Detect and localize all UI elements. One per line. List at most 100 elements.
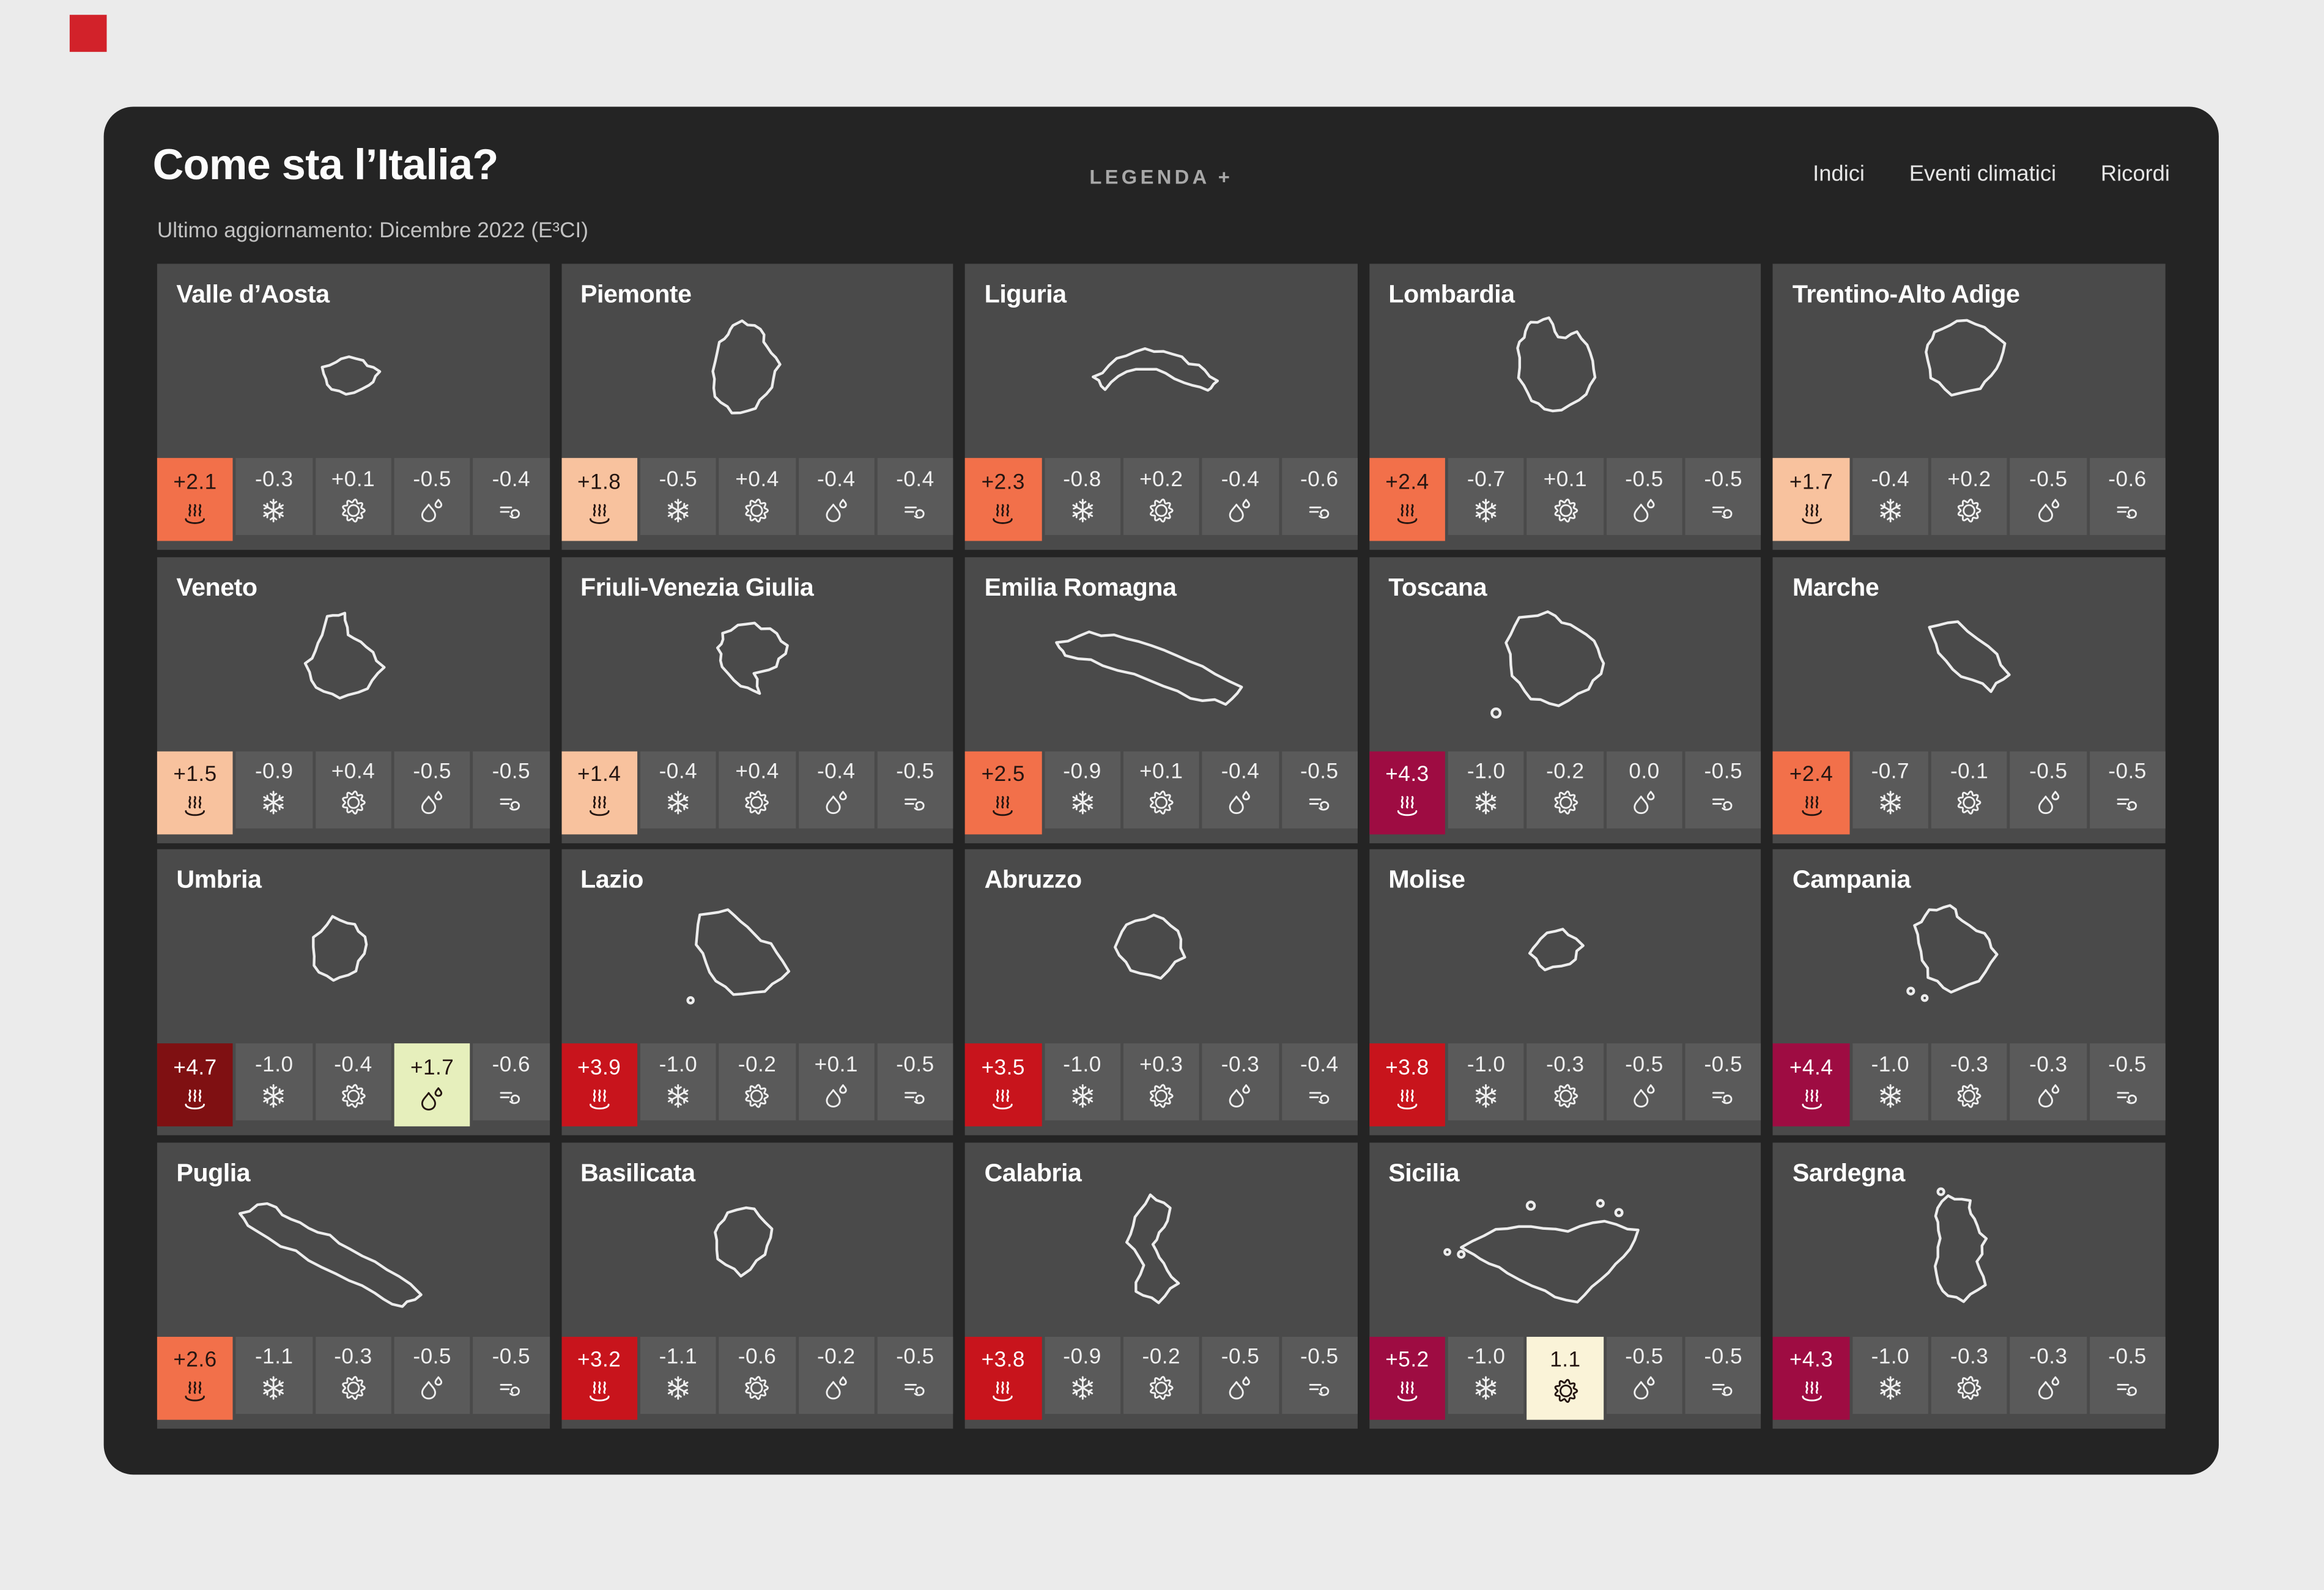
metric-cell-precipitation[interactable]: 0.0 [1606,750,1682,828]
metric-cell-drought[interactable]: +0.2 [1123,457,1200,535]
metric-cell-frost[interactable]: -0.7 [1448,457,1525,535]
metric-cell-precipitation[interactable]: -0.4 [798,750,875,828]
metric-cell-frost[interactable]: -0.7 [1852,750,1929,828]
region-card[interactable]: Puglia +2.6 -1.1 -0.3 -0.5 -0.5 [157,1142,550,1429]
region-card[interactable]: Piemonte +1.8 -0.5 +0.4 -0.4 -0.4 [561,264,953,550]
metric-cell-drought[interactable]: +0.1 [315,457,391,535]
metric-cell-frost[interactable]: -1.1 [640,1336,717,1413]
metric-cell-wind[interactable]: -0.5 [1281,750,1358,828]
metric-cell-precipitation[interactable]: -0.4 [1202,750,1279,828]
metric-cell-frost[interactable]: -0.4 [640,750,717,828]
metric-cell-wind[interactable]: -0.5 [1281,1336,1358,1413]
metric-cell-precipitation[interactable]: -0.3 [1202,1043,1279,1121]
metric-cell-drought[interactable]: -0.2 [1527,750,1604,828]
metric-cell-heat[interactable]: +3.9 [561,1043,637,1126]
metric-cell-frost[interactable]: -0.9 [236,750,313,828]
region-card[interactable]: Emilia Romagna +2.5 -0.9 +0.1 -0.4 -0.5 [965,556,1358,843]
metric-cell-drought[interactable]: -0.4 [315,1043,391,1121]
metric-cell-precipitation[interactable]: -0.3 [2010,1336,2087,1413]
metric-cell-heat[interactable]: +4.3 [1773,1336,1849,1419]
metric-cell-frost[interactable]: -0.8 [1044,457,1120,535]
metric-cell-precipitation[interactable]: -0.5 [1606,1043,1682,1121]
metric-cell-wind[interactable]: -0.5 [1685,1043,1761,1121]
metric-cell-drought[interactable]: +0.4 [719,750,796,828]
metric-cell-wind[interactable]: -0.4 [473,457,550,535]
region-card[interactable]: Lazio +3.9 -1.0 -0.2 +0.1 -0.5 [561,849,953,1136]
metric-cell-drought[interactable]: +0.1 [1527,457,1604,535]
metric-cell-heat[interactable]: +1.4 [561,750,637,834]
metric-cell-frost[interactable]: -1.0 [1448,1043,1525,1121]
metric-cell-precipitation[interactable]: -0.3 [2010,1043,2087,1121]
metric-cell-wind[interactable]: -0.5 [1685,1336,1761,1413]
nav-item-eventi-climatici[interactable]: Eventi climatici [1909,161,2057,187]
metric-cell-drought[interactable]: -0.1 [1931,750,2008,828]
metric-cell-heat[interactable]: +1.5 [157,750,234,834]
metric-cell-frost[interactable]: -1.0 [1448,1336,1525,1413]
metric-cell-wind[interactable]: -0.4 [877,457,953,535]
metric-cell-wind[interactable]: -0.6 [1281,457,1358,535]
metric-cell-frost[interactable]: -1.0 [236,1043,313,1121]
metric-cell-heat[interactable]: +5.2 [1369,1336,1446,1419]
metric-cell-heat[interactable]: +2.1 [157,457,234,541]
metric-cell-drought[interactable]: -0.3 [1931,1043,2008,1121]
metric-cell-heat[interactable]: +3.8 [1369,1043,1446,1126]
metric-cell-drought[interactable]: +0.4 [719,457,796,535]
metric-cell-drought[interactable]: +0.3 [1123,1043,1200,1121]
region-card[interactable]: Sicilia +5.2 -1.0 1.1 -0.5 -0.5 [1369,1142,1762,1429]
metric-cell-drought[interactable]: -0.2 [1123,1336,1200,1413]
metric-cell-frost[interactable]: -0.4 [1852,457,1929,535]
metric-cell-frost[interactable]: -1.0 [640,1043,717,1121]
metric-cell-frost[interactable]: -1.0 [1448,750,1525,828]
metric-cell-precipitation[interactable]: -0.2 [798,1336,875,1413]
metric-cell-drought[interactable]: -0.3 [315,1336,391,1413]
metric-cell-precipitation[interactable]: +1.7 [394,1043,470,1126]
metric-cell-frost[interactable]: -0.9 [1044,1336,1120,1413]
region-card[interactable]: Umbria +4.7 -1.0 -0.4 +1.7 -0.6 [157,849,550,1136]
metric-cell-precipitation[interactable]: -0.5 [1606,1336,1682,1413]
region-card[interactable]: Trentino-Alto Adige +1.7 -0.4 +0.2 -0.5 -0… [1773,264,2166,550]
nav-item-ricordi[interactable]: Ricordi [2100,161,2170,187]
metric-cell-drought[interactable]: +0.1 [1123,750,1200,828]
metric-cell-wind[interactable]: -0.5 [473,750,550,828]
metric-cell-heat[interactable]: +2.6 [157,1336,234,1419]
region-card[interactable]: Basilicata +3.2 -1.1 -0.6 -0.2 -0.5 [561,1142,953,1429]
metric-cell-drought[interactable]: -0.3 [1931,1336,2008,1413]
region-card[interactable]: Lombardia +2.4 -0.7 +0.1 -0.5 -0.5 [1369,264,1762,550]
metric-cell-wind[interactable]: -0.5 [877,750,953,828]
metric-cell-wind[interactable]: -0.5 [2089,1336,2166,1413]
region-card[interactable]: Abruzzo +3.5 -1.0 +0.3 -0.3 -0.4 [965,849,1358,1136]
metric-cell-precipitation[interactable]: -0.5 [394,457,470,535]
metric-cell-frost[interactable]: -1.0 [1852,1043,1929,1121]
metric-cell-precipitation[interactable]: -0.4 [798,457,875,535]
metric-cell-heat[interactable]: +4.7 [157,1043,234,1126]
metric-cell-wind[interactable]: -0.5 [877,1043,953,1121]
metric-cell-frost[interactable]: -1.0 [1852,1336,1929,1413]
metric-cell-heat[interactable]: +2.4 [1773,750,1849,834]
metric-cell-precipitation[interactable]: -0.4 [1202,457,1279,535]
region-card[interactable]: Toscana +4.3 -1.0 -0.2 0.0 -0.5 [1369,556,1762,843]
metric-cell-frost[interactable]: -0.3 [236,457,313,535]
metric-cell-heat[interactable]: +4.3 [1369,750,1446,834]
metric-cell-heat[interactable]: +2.4 [1369,457,1446,541]
metric-cell-drought[interactable]: 1.1 [1527,1336,1604,1419]
region-card[interactable]: Valle d’Aosta +2.1 -0.3 +0.1 -0.5 -0.4 [157,264,550,550]
metric-cell-precipitation[interactable]: -0.5 [394,750,470,828]
metric-cell-frost[interactable]: -0.9 [1044,750,1120,828]
metric-cell-heat[interactable]: +3.8 [965,1336,1042,1419]
region-card[interactable]: Friuli-Venezia Giulia +1.4 -0.4 +0.4 -0.4 … [561,556,953,843]
metric-cell-drought[interactable]: +0.2 [1931,457,2008,535]
metric-cell-drought[interactable]: -0.6 [719,1336,796,1413]
metric-cell-heat[interactable]: +3.2 [561,1336,637,1419]
metric-cell-drought[interactable]: +0.4 [315,750,391,828]
metric-cell-precipitation[interactable]: -0.5 [2010,750,2087,828]
metric-cell-frost[interactable]: -1.0 [1044,1043,1120,1121]
metric-cell-heat[interactable]: +1.8 [561,457,637,541]
metric-cell-precipitation[interactable]: -0.5 [1202,1336,1279,1413]
metric-cell-wind[interactable]: -0.4 [1281,1043,1358,1121]
metric-cell-frost[interactable]: -0.5 [640,457,717,535]
metric-cell-wind[interactable]: -0.5 [473,1336,550,1413]
nav-item-indici[interactable]: Indici [1813,161,1865,187]
legend-toggle[interactable]: LEGENDA + [1089,166,1234,188]
metric-cell-precipitation[interactable]: -0.5 [2010,457,2087,535]
metric-cell-frost[interactable]: -1.1 [236,1336,313,1413]
